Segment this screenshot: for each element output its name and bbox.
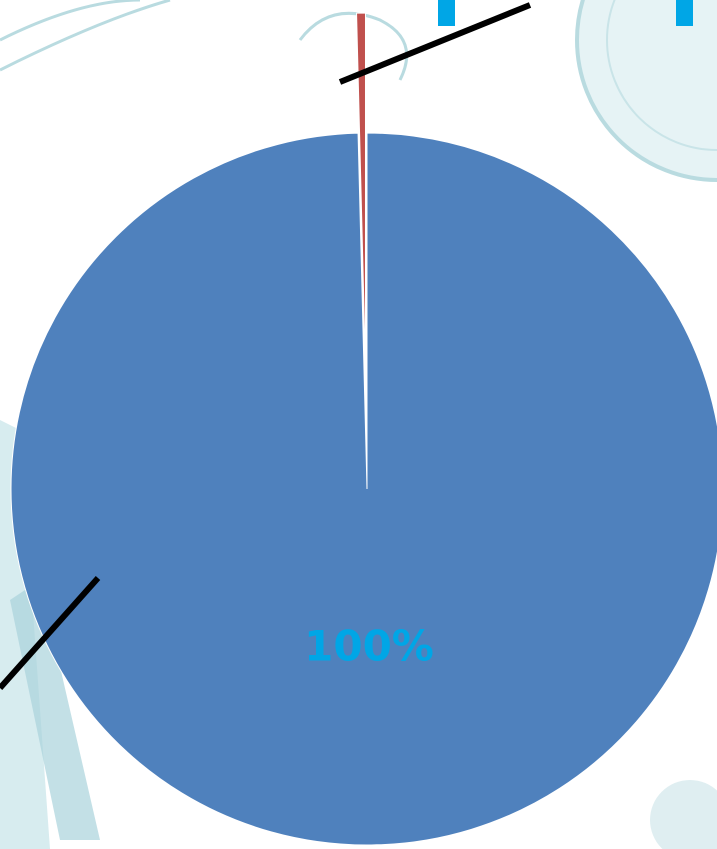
leader-line (0, 576, 101, 690)
data-label: 100% (304, 622, 434, 671)
leader-line (338, 2, 532, 85)
pie-slice (10, 132, 717, 846)
pie: 100% (10, 12, 717, 846)
pie-slice (356, 12, 366, 370)
